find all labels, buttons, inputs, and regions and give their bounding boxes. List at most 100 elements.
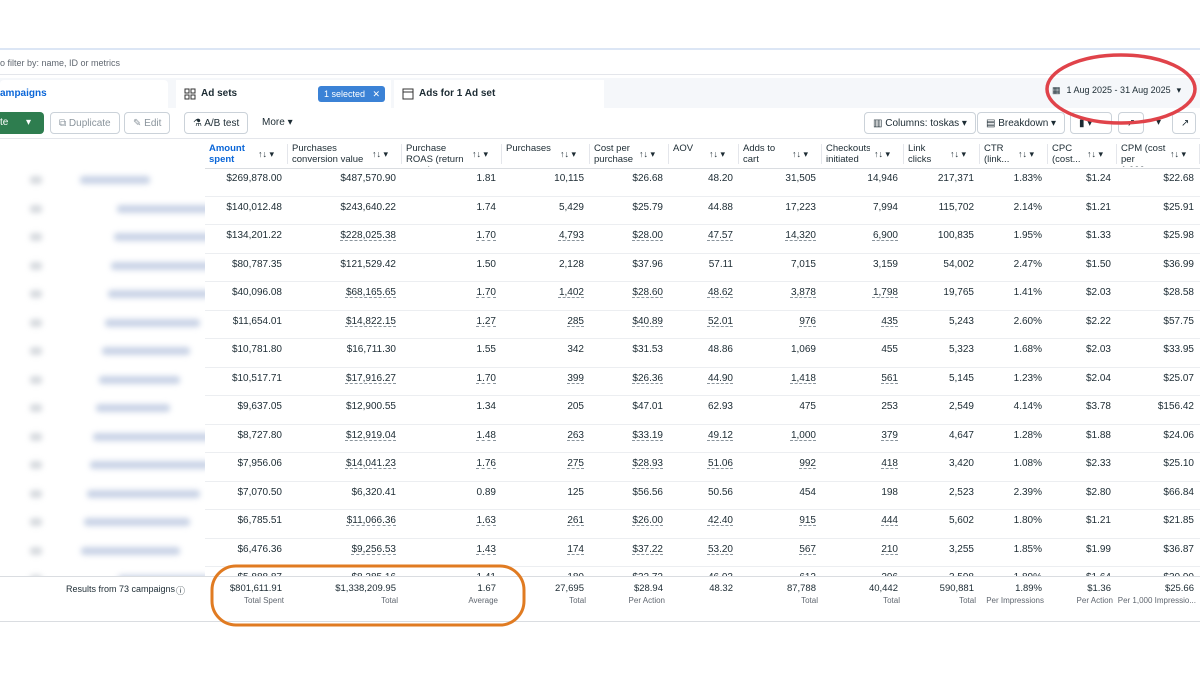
table-cell: $8,727.80 <box>237 429 283 441</box>
table-cell: $134,201.22 <box>226 230 282 241</box>
column-header[interactable]: Cost per purchase <box>594 143 634 165</box>
table-cell: $14,041.23 <box>345 458 396 469</box>
column-header[interactable]: Checkouts initiated <box>826 143 870 165</box>
button-label: Breakdown <box>998 118 1049 129</box>
table-cell: 1.70 <box>476 287 496 298</box>
column-header[interactable]: CPC (cost... <box>1052 143 1081 165</box>
table-cell: $10,781.80 <box>231 344 282 355</box>
table-cell: $17,916.27 <box>345 372 396 384</box>
table-cell: 1.55 <box>476 344 496 355</box>
table-cell: 561 <box>881 372 898 384</box>
total-label: Total <box>569 596 586 605</box>
breakdown-button[interactable]: ▤ Breakdown ▾ <box>977 112 1066 134</box>
column-header[interactable]: Amount spent <box>209 143 245 165</box>
button-label: Columns: toskas <box>885 118 960 129</box>
column-header[interactable]: Link clicks <box>908 143 932 165</box>
table-cell: $68,165.65 <box>345 287 396 298</box>
column-header[interactable]: Purchases conversion value <box>292 143 364 165</box>
row-divider <box>205 224 1200 225</box>
column-header[interactable]: Adds to cart <box>743 143 776 165</box>
ab-test-button[interactable]: ⚗ A/B test <box>184 112 249 134</box>
table-cell: 285 <box>567 315 584 327</box>
table-cell: 48.20 <box>707 173 733 184</box>
column-header[interactable]: AOV <box>673 143 694 154</box>
table-cell: 455 <box>881 344 898 355</box>
table-cell: $487,570.90 <box>340 173 396 184</box>
table-cell: 217,371 <box>937 173 974 184</box>
blurred-names <box>0 140 205 576</box>
table-cell: $32.72 <box>632 572 663 578</box>
column-header[interactable]: CTR (link... <box>984 143 1010 165</box>
column-header[interactable]: CPM (cost per 1,000... <box>1121 143 1166 167</box>
blurred-icon <box>30 575 42 576</box>
filter-bar[interactable]: o filter by: name, ID or metrics <box>0 52 1200 75</box>
table-cell: $2.03 <box>1085 344 1111 355</box>
table-cell: 19,765 <box>943 287 974 298</box>
total-label: Total Spent <box>243 596 284 605</box>
table-cell: 44.88 <box>707 201 733 213</box>
table-cell: $30.90 <box>1163 572 1194 578</box>
total-label: Total <box>381 596 398 605</box>
edit-button[interactable]: ✎ Edit <box>124 112 171 134</box>
reports-button[interactable]: ▮ ▾ <box>1070 112 1112 134</box>
blurred-text <box>111 261 205 270</box>
more-button[interactable]: More ▾ <box>254 112 301 134</box>
sort-icon: ↑↓ ▾ <box>560 149 577 159</box>
table-cell: 1.27 <box>476 315 496 327</box>
blurred-text <box>93 432 205 441</box>
blurred-text <box>108 290 205 298</box>
tab[interactable]: Ad sets 1 selected ✕ <box>176 80 391 108</box>
blurred-icon <box>30 347 42 355</box>
export-button[interactable]: ↗ <box>1118 112 1144 134</box>
create-button[interactable]: te ▾ <box>0 112 44 134</box>
icon <box>184 88 196 100</box>
total-value: 27,695 <box>554 583 584 594</box>
duplicate-button[interactable]: ⧉ Duplicate <box>50 112 120 134</box>
table-cell: 1.48 <box>476 429 496 441</box>
table-cell: 1,000 <box>790 429 816 441</box>
blurred-icon <box>30 518 42 526</box>
table-cell: $57.75 <box>1163 315 1194 327</box>
chart-button[interactable]: ↗ <box>1172 112 1196 134</box>
tab[interactable]: ampaigns <box>0 80 168 108</box>
info-icon: ⓘ <box>176 586 186 596</box>
table-cell: 567 <box>799 543 816 555</box>
table-cell: 342 <box>567 344 584 355</box>
table-cell: 1.43 <box>476 543 496 555</box>
table-cell: 1,798 <box>872 287 898 298</box>
table-cell: $1.24 <box>1085 173 1111 184</box>
sort-icon: ↑↓ ▾ <box>1087 149 1104 159</box>
table-cell: 42.40 <box>707 515 733 526</box>
sort-icon: ↑↓ ▾ <box>1018 149 1035 159</box>
column-header[interactable]: Purchase ROAS (return on ad... <box>406 143 464 167</box>
blurred-icon <box>30 432 42 441</box>
date-picker[interactable]: ▦ 1 Aug 2025 - 31 Aug 2025 ▾ <box>1052 85 1182 95</box>
columns-button[interactable]: ▥ Columns: toskas ▾ <box>864 112 976 134</box>
row-divider <box>205 452 1200 453</box>
total-value: 40,442 <box>868 583 898 594</box>
row-divider <box>205 537 1200 539</box>
tab[interactable]: Ads for 1 Ad set <box>394 80 604 108</box>
table-cell: $25.91 <box>1163 201 1194 213</box>
table-cell: $7,070.50 <box>237 486 283 498</box>
blurred-icon <box>30 176 42 184</box>
table-cell: 1.85% <box>1013 543 1042 555</box>
table-cell: 1.76 <box>476 458 496 469</box>
table-cell: $2.03 <box>1085 287 1111 298</box>
tab-label: Ad sets <box>201 88 238 99</box>
button-label: More <box>262 117 285 128</box>
table-cell: 1.81 <box>476 173 496 184</box>
menu-button[interactable]: ▾ <box>1148 112 1168 134</box>
table-cell: 1.34 <box>476 401 496 412</box>
table-body: $269,878.00 $487,570.90 1.81 10,115 $26.68 48… <box>205 168 1200 578</box>
column-header[interactable]: Purchases <box>506 143 551 154</box>
button-label: Duplicate <box>68 118 111 129</box>
table-cell: $2.04 <box>1085 372 1111 384</box>
blurred-text <box>87 489 200 498</box>
sort-icon: ↑↓ ▾ <box>709 149 726 159</box>
table-cell: $1.33 <box>1085 230 1111 241</box>
selected-badge[interactable]: 1 selected ✕ <box>318 86 386 102</box>
table-cell: $36.87 <box>1163 543 1194 555</box>
table-cell: $26.00 <box>632 515 663 526</box>
table-cell: 444 <box>881 515 898 526</box>
